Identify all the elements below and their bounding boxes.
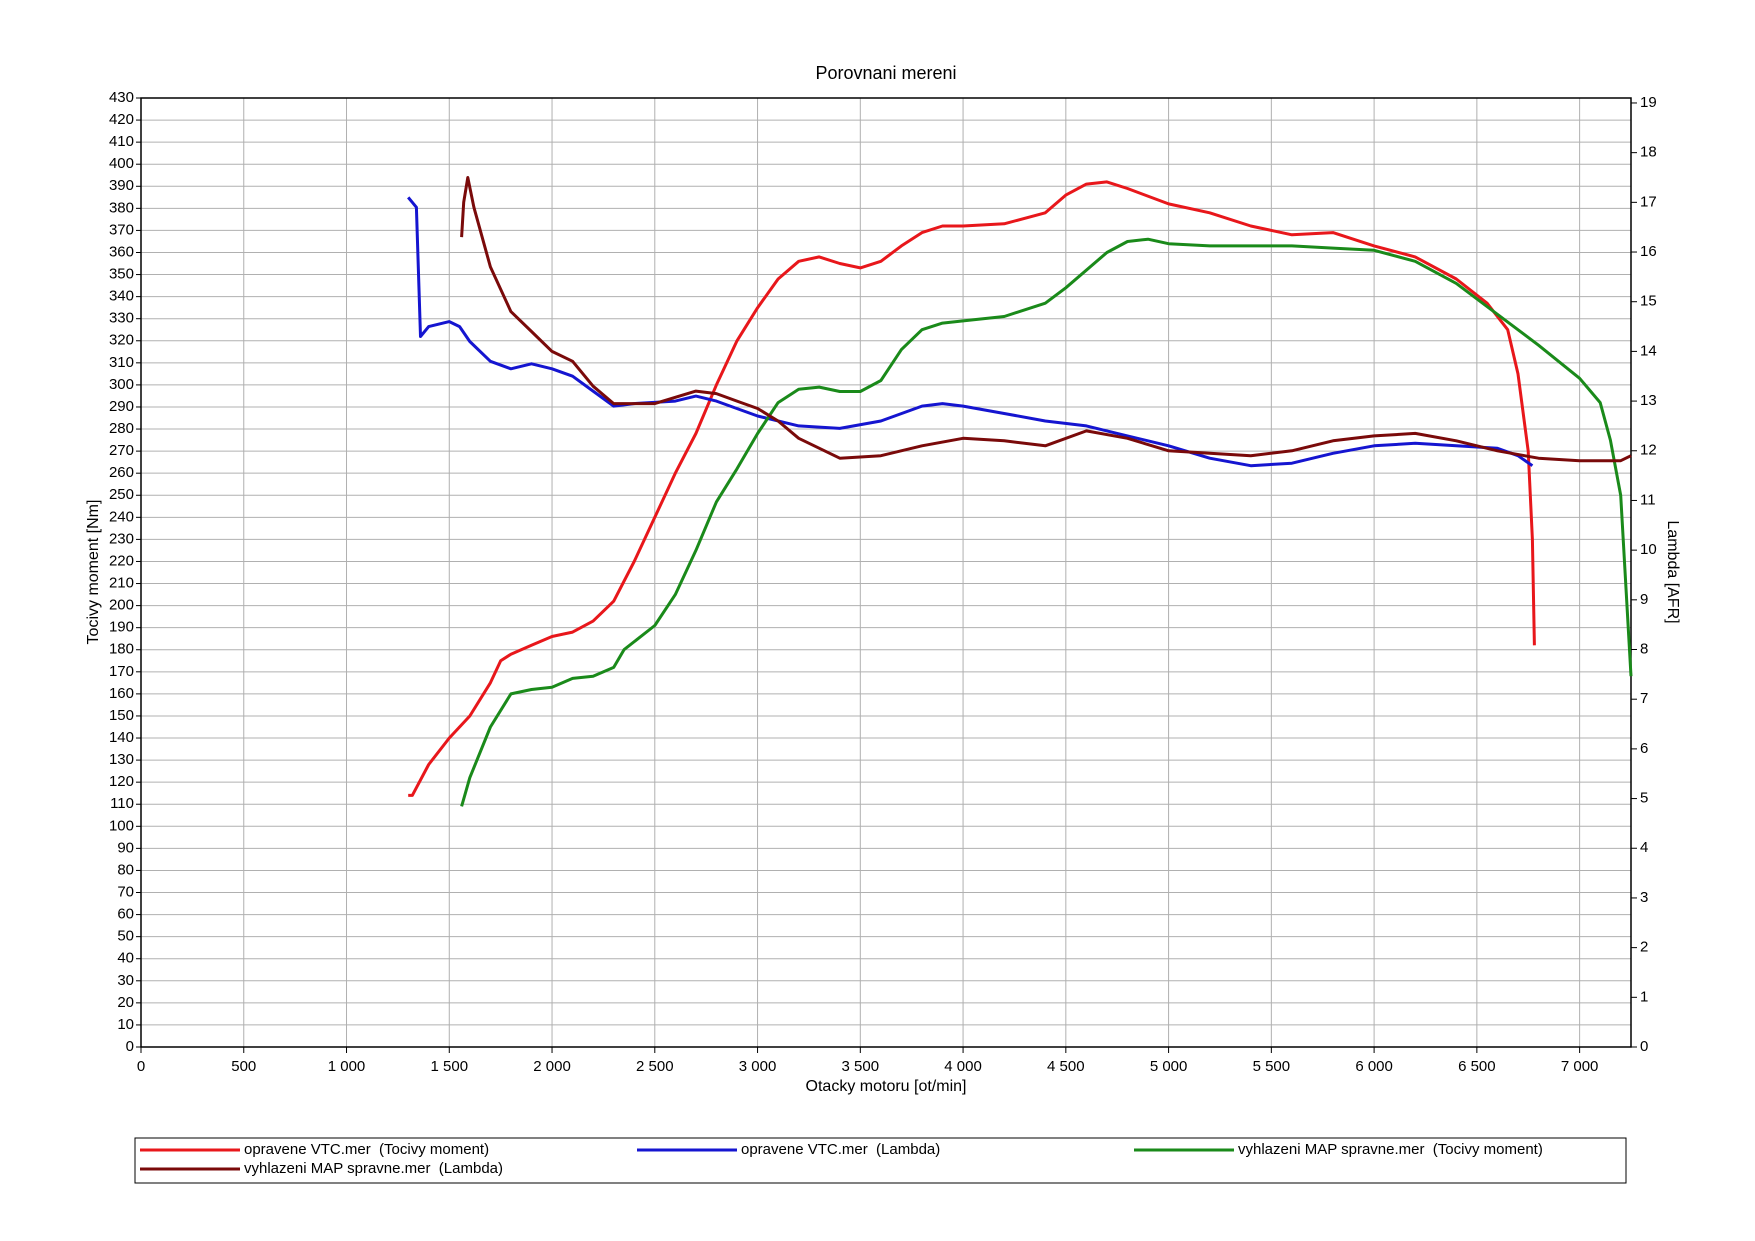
y-tick-label: 160 xyxy=(109,685,134,702)
legend-label: vyhlazeni MAP spravne.mer (Lambda) xyxy=(244,1160,503,1177)
series-line xyxy=(460,237,1633,807)
y-tick-label: 380 xyxy=(109,199,134,216)
y-tick-label: 240 xyxy=(109,508,134,525)
y2-tick-label: 13 xyxy=(1640,392,1657,409)
x-tick-label: 3 500 xyxy=(842,1058,880,1075)
y2-tick-label: 4 xyxy=(1640,839,1648,856)
y-tick-label: 370 xyxy=(109,221,134,238)
y2-tick-label: 16 xyxy=(1640,243,1657,260)
y-tick-label: 200 xyxy=(109,597,134,614)
x-tick-label: 5 000 xyxy=(1150,1058,1188,1075)
series-line xyxy=(407,196,1534,468)
x-tick-label: 4 000 xyxy=(944,1058,982,1075)
y2-tick-label: 10 xyxy=(1640,541,1657,558)
y-tick-label: 390 xyxy=(109,177,134,194)
y-tick-label: 410 xyxy=(109,133,134,150)
x-axis-label: Otacky motoru [ot/min] xyxy=(806,1078,967,1095)
x-tick-label: 6 000 xyxy=(1355,1058,1393,1075)
y-tick-label: 350 xyxy=(109,266,134,283)
y-tick-label: 180 xyxy=(109,641,134,658)
x-tick-label: 5 500 xyxy=(1253,1058,1291,1075)
y-tick-label: 270 xyxy=(109,442,134,459)
y2-tick-label: 9 xyxy=(1640,591,1648,608)
y-tick-label: 400 xyxy=(109,155,134,172)
y-tick-label: 110 xyxy=(110,795,134,812)
legend-label: opravene VTC.mer (Lambda) xyxy=(741,1141,940,1158)
y-tick-label: 80 xyxy=(117,861,134,878)
y-tick-label: 40 xyxy=(117,950,134,967)
y-tick-label: 0 xyxy=(126,1038,134,1055)
y-tick-label: 140 xyxy=(109,729,134,746)
x-tick-label: 2 500 xyxy=(636,1058,674,1075)
x-tick-label: 4 500 xyxy=(1047,1058,1085,1075)
y-tick-label: 130 xyxy=(109,751,134,768)
legend-label: vyhlazeni MAP spravne.mer (Tocivy moment… xyxy=(1238,1141,1543,1158)
y2-tick-label: 17 xyxy=(1640,193,1657,210)
y-tick-label: 30 xyxy=(117,972,134,989)
plot-frame xyxy=(140,97,1632,1048)
y-tick-label: 340 xyxy=(109,288,134,305)
y2-tick-label: 6 xyxy=(1640,740,1648,757)
y2-tick-label: 18 xyxy=(1640,144,1657,161)
x-tick-label: 3 000 xyxy=(739,1058,777,1075)
y2-tick-label: 11 xyxy=(1640,491,1656,508)
y2-tick-label: 8 xyxy=(1640,640,1648,657)
y2-tick-label: 1 xyxy=(1640,988,1648,1005)
series-line xyxy=(408,180,1536,797)
x-tick-label: 1 500 xyxy=(431,1058,469,1075)
x-tick-label: 7 000 xyxy=(1561,1058,1599,1075)
y-tick-label: 320 xyxy=(109,332,134,349)
y-tick-label: 120 xyxy=(109,773,134,790)
x-tick-label: 2 000 xyxy=(533,1058,571,1075)
y2-tick-label: 12 xyxy=(1640,442,1657,459)
legend-label: opravene VTC.mer (Tocivy moment) xyxy=(244,1141,489,1158)
y-tick-label: 10 xyxy=(117,1016,134,1033)
y-tick-label: 170 xyxy=(109,663,134,680)
legend-box xyxy=(134,1137,1627,1184)
y-tick-label: 60 xyxy=(117,906,134,923)
series-line xyxy=(460,176,1632,463)
y-tick-label: 360 xyxy=(109,243,134,260)
y-tick-label: 100 xyxy=(109,817,134,834)
y2-tick-label: 15 xyxy=(1640,293,1657,310)
x-tick-label: 500 xyxy=(231,1058,256,1075)
y-tick-label: 220 xyxy=(109,552,134,569)
y2-tick-label: 7 xyxy=(1640,690,1648,707)
y-tick-label: 210 xyxy=(109,575,134,592)
y-tick-label: 280 xyxy=(109,420,134,437)
y-tick-label: 310 xyxy=(109,354,134,371)
y-tick-label: 90 xyxy=(117,839,134,856)
y-tick-label: 420 xyxy=(109,111,134,128)
chart-title: Porovnani mereni xyxy=(815,63,956,83)
y-tick-label: 50 xyxy=(117,928,134,945)
y2-tick-label: 3 xyxy=(1640,889,1648,906)
y-tick-label: 70 xyxy=(117,883,134,900)
x-tick-label: 0 xyxy=(137,1058,145,1075)
y-tick-label: 330 xyxy=(109,310,134,327)
y-tick-label: 430 xyxy=(109,89,134,106)
x-tick-label: 6 500 xyxy=(1458,1058,1496,1075)
y-tick-label: 290 xyxy=(109,398,134,415)
y-tick-label: 150 xyxy=(109,707,134,724)
y-tick-label: 190 xyxy=(109,619,134,636)
y2-tick-label: 19 xyxy=(1640,94,1657,111)
y-tick-label: 300 xyxy=(109,376,134,393)
y2-tick-label: 2 xyxy=(1640,939,1648,956)
y-axis-label: Tocivy moment [Nm] xyxy=(85,500,102,645)
y-tick-label: 260 xyxy=(109,464,134,481)
x-tick-label: 1 000 xyxy=(328,1058,366,1075)
y2-tick-label: 14 xyxy=(1640,342,1657,359)
y-tick-label: 230 xyxy=(109,530,134,547)
y-tick-label: 20 xyxy=(117,994,134,1011)
y2-axis-label: Lambda [AFR] xyxy=(1664,520,1681,623)
y2-tick-label: 5 xyxy=(1640,790,1648,807)
y-tick-label: 250 xyxy=(109,486,134,503)
y2-tick-label: 0 xyxy=(1640,1038,1648,1055)
